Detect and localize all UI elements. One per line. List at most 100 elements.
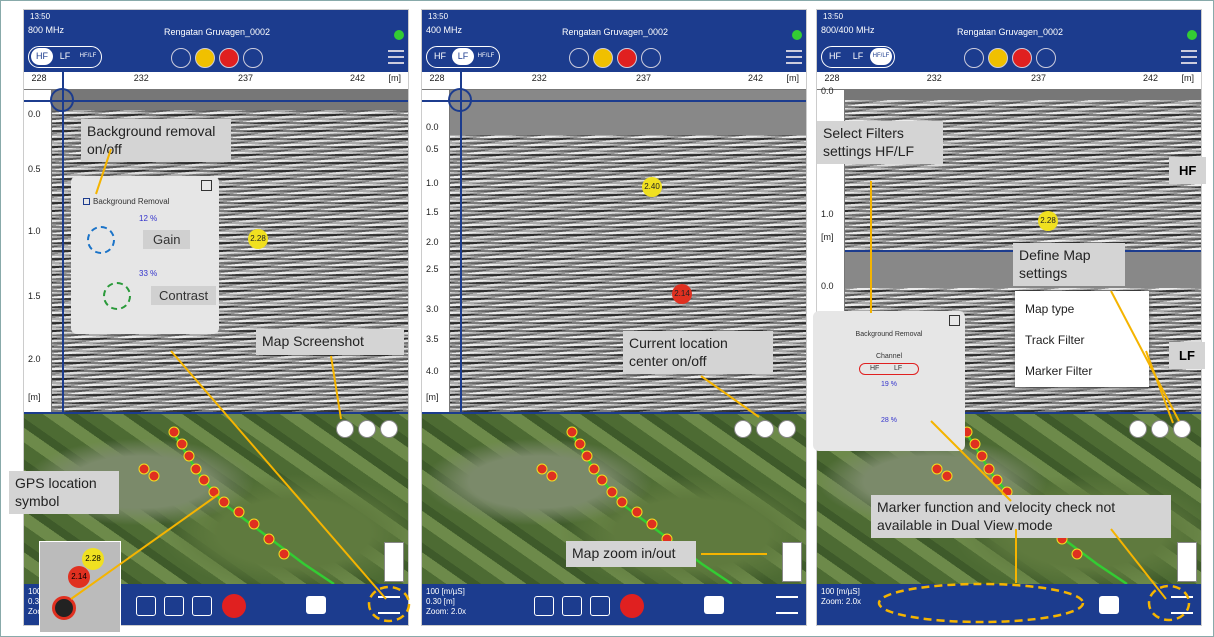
- playback-button[interactable]: [617, 48, 637, 68]
- marker[interactable]: 2.28: [1038, 211, 1058, 231]
- playback-button[interactable]: [1036, 48, 1056, 68]
- callout: Define Map settings: [1013, 243, 1125, 286]
- info-line: 100 [m/µS]: [426, 587, 465, 596]
- depth-label: 1.5: [28, 291, 41, 301]
- playback-button[interactable]: [243, 48, 263, 68]
- gps-symbol: [52, 596, 76, 620]
- map-menu-button[interactable]: [778, 420, 796, 438]
- menu-item[interactable]: Map type: [1025, 302, 1075, 316]
- depth-label: 3.0: [426, 304, 439, 314]
- menu-button[interactable]: [1181, 50, 1197, 64]
- playback-button[interactable]: [219, 48, 239, 68]
- screenshot-button[interactable]: [336, 420, 354, 438]
- ruler-label: 242: [349, 73, 365, 83]
- gain-value: 12 %: [139, 214, 158, 223]
- move-tool-button[interactable]: [590, 596, 610, 616]
- ruler-label: 228: [429, 73, 445, 83]
- center-location-button[interactable]: [756, 420, 774, 438]
- mode-button[interactable]: HF: [31, 48, 53, 65]
- gps-status: [792, 30, 802, 40]
- app-screen: 13:50 400 MHz Rengatan Gruvagen_0002 HF LF HF…: [421, 9, 807, 626]
- channel-label: Channel: [875, 353, 903, 360]
- marker: 2.28: [82, 548, 104, 570]
- zoom-control[interactable]: [1177, 542, 1197, 582]
- info-line: Zoom: 2.0x: [426, 607, 467, 616]
- gain-label: Gain: [143, 230, 191, 249]
- depth-label: 0.5: [28, 164, 41, 174]
- depth-label: 4.0: [426, 366, 439, 376]
- mode-button[interactable]: HF/LF: [870, 48, 892, 65]
- depth-label: 0.0: [821, 281, 834, 291]
- marker[interactable]: 2.14: [672, 284, 692, 304]
- playback-button[interactable]: [171, 48, 191, 68]
- contrast-label: Contrast: [151, 286, 217, 305]
- mode-button[interactable]: HF: [434, 51, 446, 61]
- playback-button[interactable]: [569, 48, 589, 68]
- map-menu-button[interactable]: [1173, 420, 1191, 438]
- bottom-bar: 100 [m/µS] Zoom: 2.0x: [817, 584, 1201, 625]
- zoom-control[interactable]: [782, 542, 802, 582]
- contrast-icon: [103, 282, 131, 310]
- filter-settings-button[interactable]: [776, 596, 798, 614]
- depth-label: 1.0: [28, 226, 41, 236]
- mode-button[interactable]: HF: [829, 51, 841, 61]
- marker[interactable]: 2.28: [248, 229, 268, 249]
- map-settings-menu: Map type Track Filter Marker Filter: [1015, 291, 1149, 387]
- menu-item[interactable]: Track Filter: [1025, 333, 1085, 347]
- screenshot-button[interactable]: [1129, 420, 1147, 438]
- mode-button[interactable]: LF: [852, 51, 864, 61]
- mode-button[interactable]: LF: [59, 51, 71, 61]
- checkbox-label: Background Removal: [93, 197, 170, 206]
- filter-settings-button[interactable]: [378, 596, 400, 614]
- mode-button[interactable]: HF/LF: [79, 53, 97, 59]
- map-view: [422, 412, 806, 584]
- mode-button[interactable]: LF: [452, 48, 474, 65]
- depth-label: 2.0: [426, 237, 439, 247]
- status-time: 13:50: [428, 12, 449, 21]
- radio-label: HF: [870, 365, 880, 372]
- menu-button[interactable]: [786, 50, 802, 64]
- depth-label: 1.0: [426, 178, 439, 188]
- center-location-button[interactable]: [358, 420, 376, 438]
- map-menu-button[interactable]: [380, 420, 398, 438]
- camera-button[interactable]: [704, 596, 724, 614]
- contrast-value: 33 %: [139, 269, 158, 278]
- move-tool-button[interactable]: [192, 596, 212, 616]
- filter-tool-button[interactable]: [164, 596, 184, 616]
- callout: Map zoom in/out: [566, 541, 696, 567]
- playback-button[interactable]: [593, 48, 613, 68]
- status-time: 13:50: [823, 12, 844, 21]
- gain-icon: [87, 226, 115, 254]
- ruler-label: 232: [531, 73, 547, 83]
- hyperbola-button[interactable]: [534, 596, 554, 616]
- playback-button[interactable]: [964, 48, 984, 68]
- playback-button[interactable]: [988, 48, 1008, 68]
- playback-button[interactable]: [1012, 48, 1032, 68]
- zoom-control[interactable]: [384, 542, 404, 582]
- playback-button[interactable]: [195, 48, 215, 68]
- hyperbola-button[interactable]: [136, 596, 156, 616]
- record-button[interactable]: [222, 594, 246, 618]
- filter-tool-button[interactable]: [562, 596, 582, 616]
- marker[interactable]: 2.40: [642, 177, 662, 197]
- channel-label: HF: [1169, 157, 1207, 184]
- position-line: [422, 100, 806, 102]
- location-cursor[interactable]: [448, 88, 472, 112]
- camera-button[interactable]: [1099, 596, 1119, 614]
- menu-button[interactable]: [388, 50, 404, 64]
- record-button[interactable]: [620, 594, 644, 618]
- marker: 2.14: [68, 566, 90, 588]
- frequency: 800/400 MHz: [821, 25, 875, 35]
- center-location-button[interactable]: [1151, 420, 1169, 438]
- gps-zoom-inset: 2.28 2.14: [39, 541, 121, 633]
- depth-label: [m]: [28, 392, 41, 402]
- playback-button[interactable]: [641, 48, 661, 68]
- menu-item[interactable]: Marker Filter: [1025, 364, 1093, 378]
- mode-button[interactable]: HF/LF: [477, 53, 495, 59]
- filter-settings-button[interactable]: [1171, 596, 1193, 614]
- location-cursor[interactable]: [50, 88, 74, 112]
- screenshot-button[interactable]: [734, 420, 752, 438]
- camera-button[interactable]: [306, 596, 326, 614]
- position-line: [460, 72, 462, 412]
